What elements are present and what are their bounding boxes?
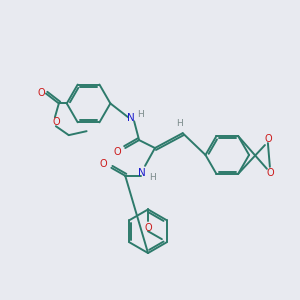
Text: O: O	[144, 223, 152, 233]
Text: O: O	[266, 168, 274, 178]
Text: O: O	[113, 147, 121, 157]
Text: O: O	[100, 159, 107, 169]
Text: O: O	[37, 88, 45, 98]
Text: H: H	[176, 119, 183, 128]
Text: N: N	[127, 113, 135, 123]
Text: H: H	[150, 173, 156, 182]
Text: H: H	[137, 110, 143, 119]
Text: O: O	[52, 117, 60, 127]
Text: N: N	[138, 168, 146, 178]
Text: O: O	[264, 134, 272, 144]
